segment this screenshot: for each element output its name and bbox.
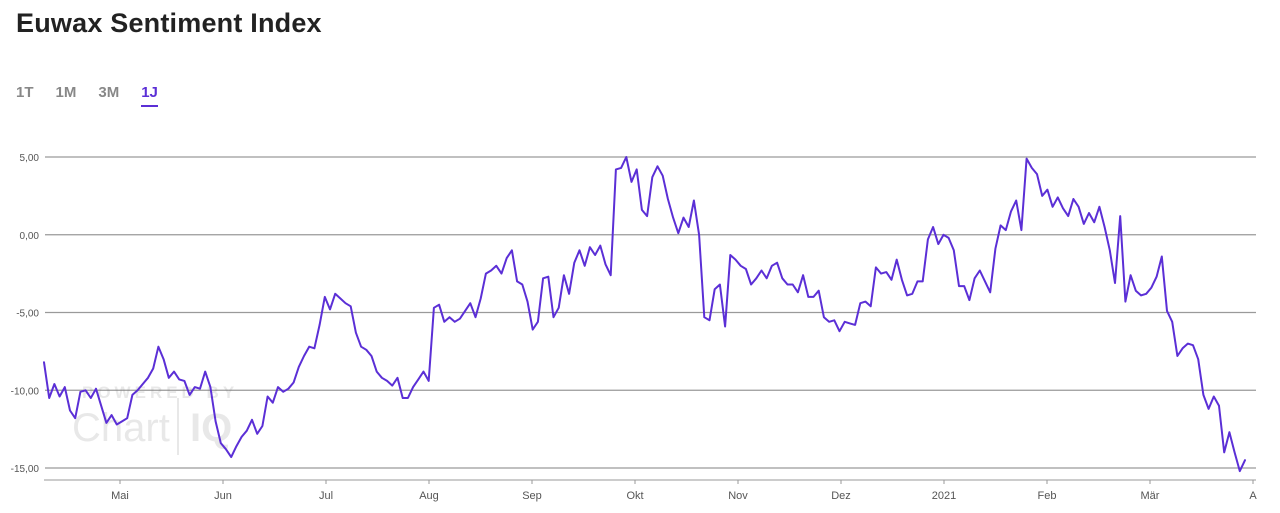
series-line [43,156,1246,473]
page-title: Euwax Sentiment Index [16,8,322,38]
x-tick-label: Okt [626,490,643,502]
tab-range-1j[interactable]: 1J [141,84,158,107]
x-tick-label: Aug [419,490,439,502]
series-layer [43,156,1246,473]
x-tick-label: Feb [1038,490,1057,502]
y-tick-label: 5,00 [20,153,40,164]
tab-range-1t[interactable]: 1T [16,84,34,101]
x-tick-label: 2021 [932,490,956,502]
range-tabs: 1T 1M 3M 1J [16,84,158,107]
y-tick-label: -5,00 [16,309,39,320]
x-tick-label: Jun [214,490,232,502]
x-tick-label: Sep [522,490,542,502]
tab-range-3m[interactable]: 3M [98,84,120,101]
grid-layer: 5,00 0,00 -5,00 -10,00 -15,00 [11,153,1256,475]
watermark-chart: Chart [72,406,170,450]
x-tick-label: Mai [111,490,129,502]
tab-range-1m[interactable]: 1M [55,84,77,101]
y-tick-label: 0,00 [20,231,40,242]
x-tick-label: Mär [1141,490,1160,502]
watermark-powered-by: POWERED BY [82,383,238,402]
y-tick-label: -10,00 [11,386,40,397]
line-chart: 5,00 0,00 -5,00 -10,00 -15,00 POWERED BY Cha… [11,153,1258,502]
x-tick-label: Dez [831,490,851,502]
watermark-iq: IQ [190,406,232,450]
x-tick-label: Nov [728,490,748,502]
chartiq-watermark: POWERED BY Chart IQ [72,383,238,455]
x-tick-label: Jul [319,490,333,502]
y-tick-label: -15,00 [11,464,40,475]
x-axis: Mai Jun Jul Aug Sep Okt Nov Dez 2021 Feb Mär A [44,479,1257,502]
x-tick-label: A [1249,490,1257,502]
